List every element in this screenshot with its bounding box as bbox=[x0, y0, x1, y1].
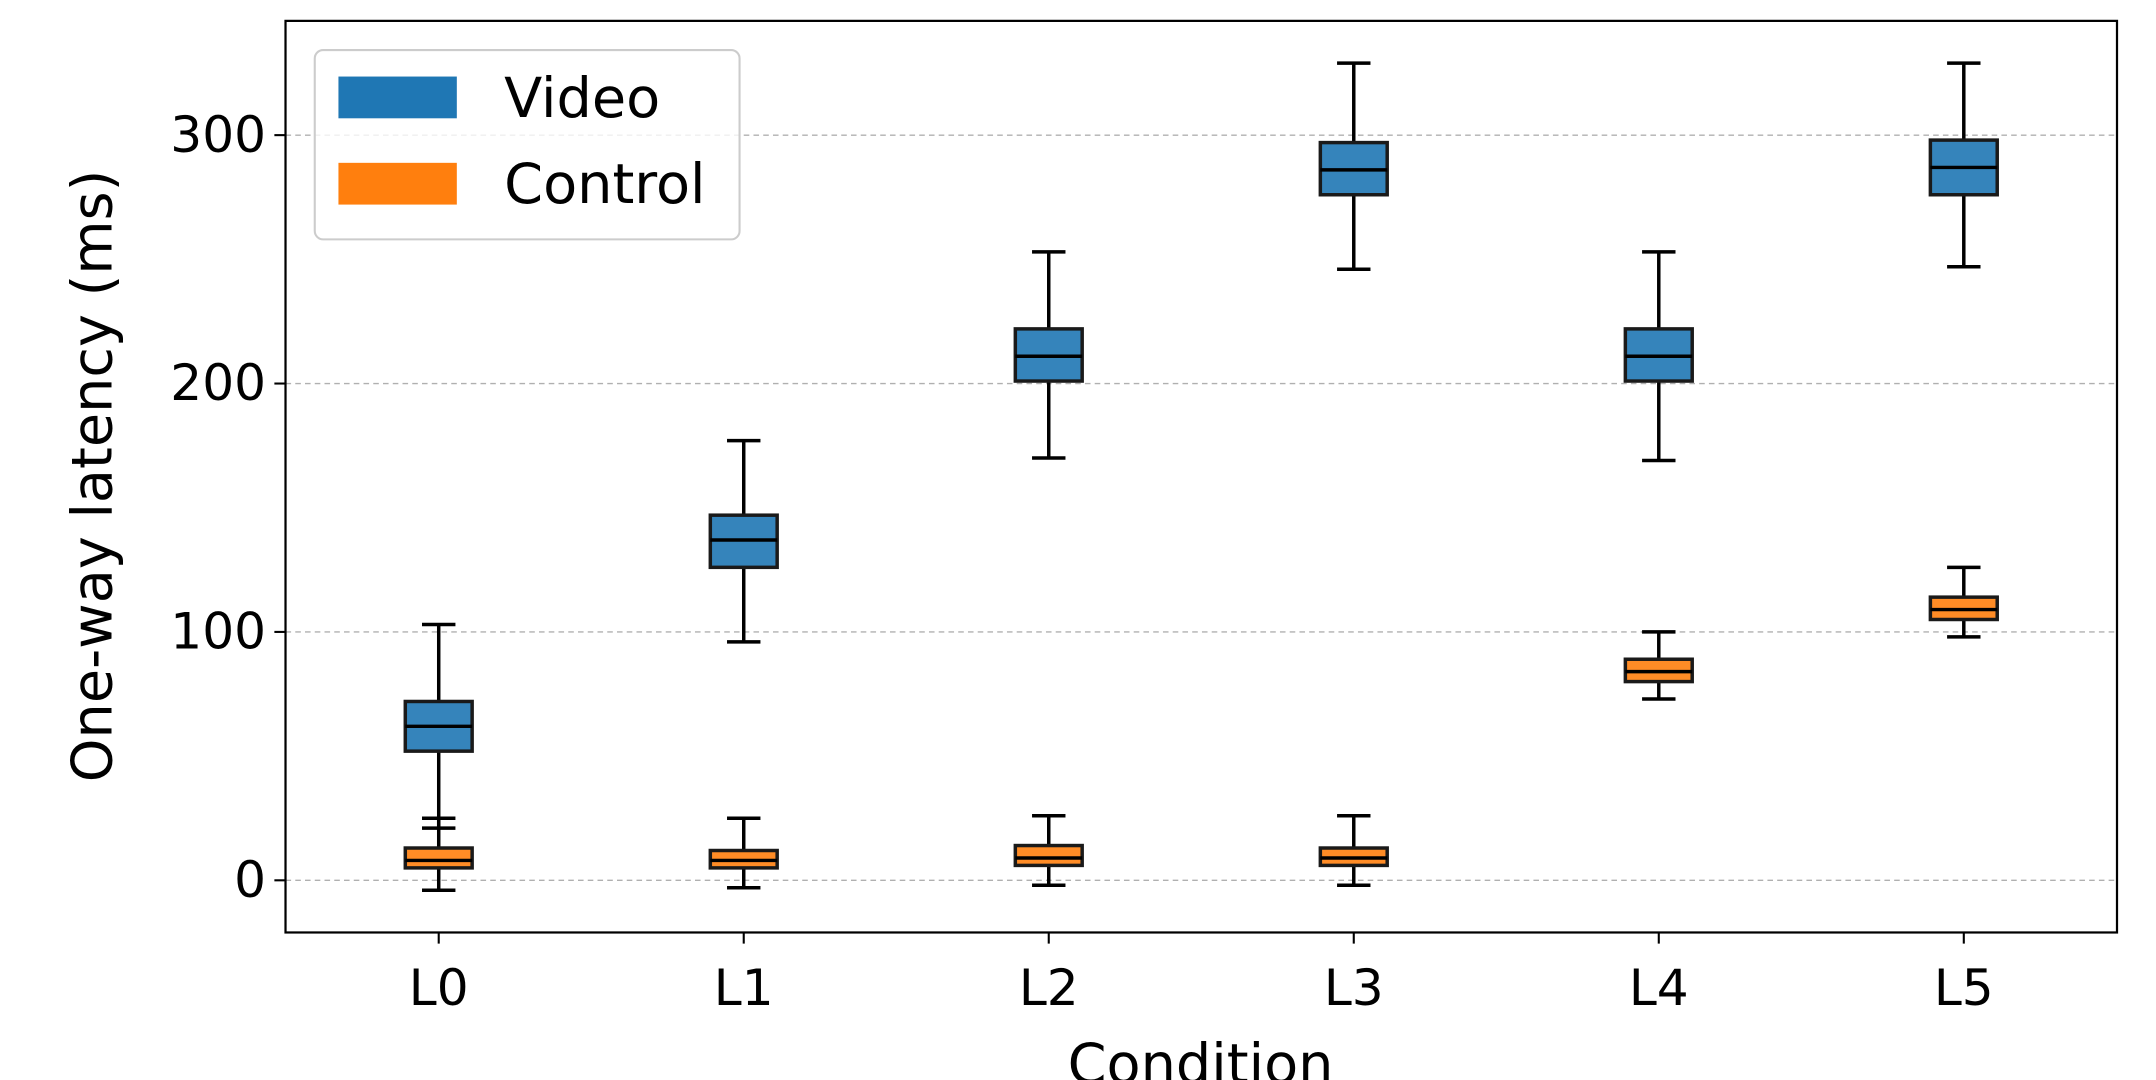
x-tick-label: L2 bbox=[1019, 958, 1079, 1017]
box-control-L4 bbox=[1623, 630, 1694, 701]
box-control-L1 bbox=[708, 816, 779, 890]
y-tick-label: 0 bbox=[234, 850, 266, 909]
y-tick-label: 200 bbox=[170, 353, 266, 412]
box-video-L0 bbox=[403, 622, 474, 830]
legend-label-control: Control bbox=[504, 152, 705, 217]
box-iqr bbox=[403, 846, 474, 870]
y-axis-label: One-way latency (ms) bbox=[60, 170, 125, 783]
box-control-L3 bbox=[1318, 813, 1389, 888]
y-tick-label: 100 bbox=[170, 602, 266, 661]
y-axis-ticks: 0 100 200 300 bbox=[170, 105, 286, 909]
legend: Video Control bbox=[313, 49, 741, 241]
legend-swatch-control bbox=[338, 162, 457, 205]
y-tick-label: 300 bbox=[170, 105, 266, 164]
x-axis-label: Condition bbox=[1068, 1032, 1334, 1080]
legend-swatch-video bbox=[338, 76, 457, 119]
box-control-L0 bbox=[403, 816, 474, 892]
legend-label-video: Video bbox=[504, 66, 660, 131]
x-tick-label: L1 bbox=[714, 958, 774, 1017]
x-axis-ticks: L0 L1 L2 L3 L4 L5 bbox=[409, 932, 1994, 1017]
plot-frame bbox=[284, 19, 2119, 934]
box-iqr bbox=[1013, 843, 1084, 868]
x-tick-label: L3 bbox=[1324, 958, 1384, 1017]
box-video-L3 bbox=[1318, 61, 1389, 272]
x-tick-label: L4 bbox=[1629, 958, 1689, 1017]
box-video-L4 bbox=[1623, 250, 1694, 463]
box-video-L5 bbox=[1928, 61, 1999, 269]
box-video-L2 bbox=[1013, 250, 1084, 460]
x-tick-label: L0 bbox=[409, 958, 469, 1017]
grid-lines bbox=[285, 134, 2118, 882]
x-tick-label: L5 bbox=[1934, 958, 1994, 1017]
box-video-L1 bbox=[708, 438, 779, 644]
box-control-L5 bbox=[1928, 565, 1999, 639]
box-marks bbox=[403, 61, 1999, 892]
box-control-L2 bbox=[1013, 813, 1084, 888]
